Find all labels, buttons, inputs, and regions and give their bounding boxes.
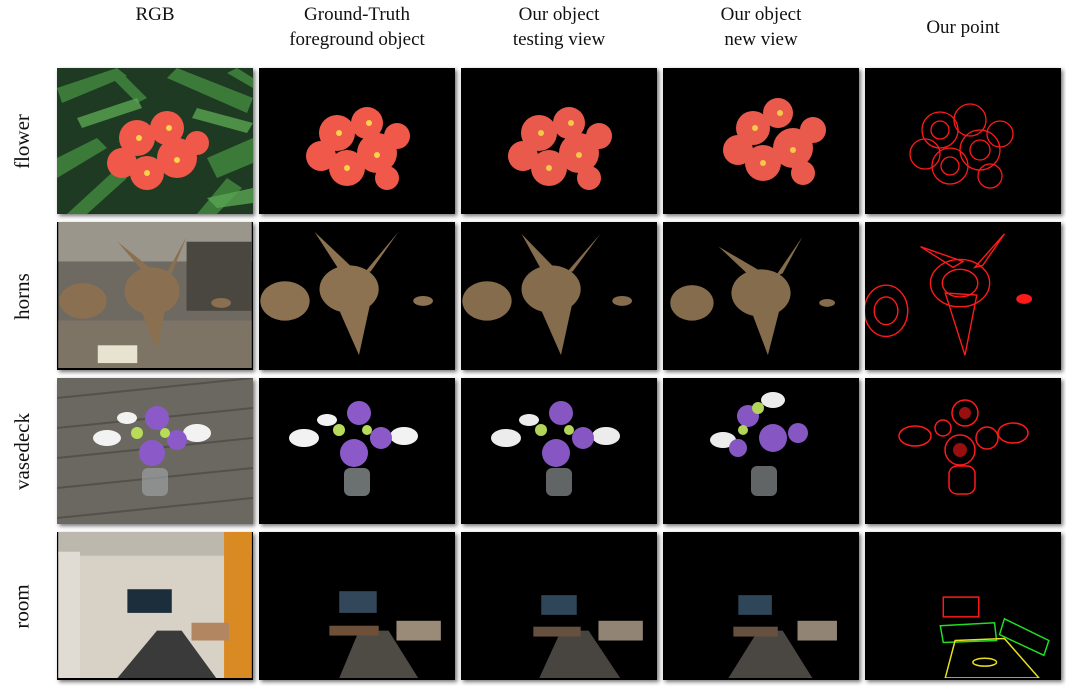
image-flower-rgb	[57, 68, 253, 214]
image-horns-rgb	[57, 222, 253, 370]
image-room-point	[865, 532, 1061, 680]
column-header-ground-truth: Ground-Truth foreground object	[289, 4, 425, 50]
row-label-vasedeck: vasedeck	[9, 412, 34, 490]
image-vasedeck-ground-truth	[259, 378, 455, 524]
image-flower-new-view	[663, 68, 859, 214]
column-header-new-view: Our object new view	[720, 4, 802, 50]
image-horns-ground-truth	[259, 222, 455, 370]
row-label-horns: horns	[9, 272, 34, 320]
image-vasedeck-testing-view	[461, 378, 657, 524]
image-room-rgb	[57, 532, 253, 680]
image-vasedeck-rgb	[57, 378, 253, 524]
image-horns-testing-view	[461, 222, 657, 370]
image-flower-ground-truth	[259, 68, 455, 214]
row-label-flower: flower	[9, 113, 34, 169]
image-horns-new-view	[663, 222, 859, 370]
image-flower-point	[865, 68, 1061, 214]
image-horns-point	[865, 222, 1061, 370]
column-header-point: Our point	[926, 17, 1000, 38]
column-header-testing-view: Our object testing view	[512, 4, 606, 50]
column-header-rgb: RGB	[135, 4, 175, 25]
row-label-room: room	[9, 583, 34, 629]
image-room-new-view	[663, 532, 859, 680]
image-room-ground-truth	[259, 532, 455, 680]
image-flower-testing-view	[461, 68, 657, 214]
image-vasedeck-point	[865, 378, 1061, 524]
image-vasedeck-new-view	[663, 378, 859, 524]
image-room-testing-view	[461, 532, 657, 680]
